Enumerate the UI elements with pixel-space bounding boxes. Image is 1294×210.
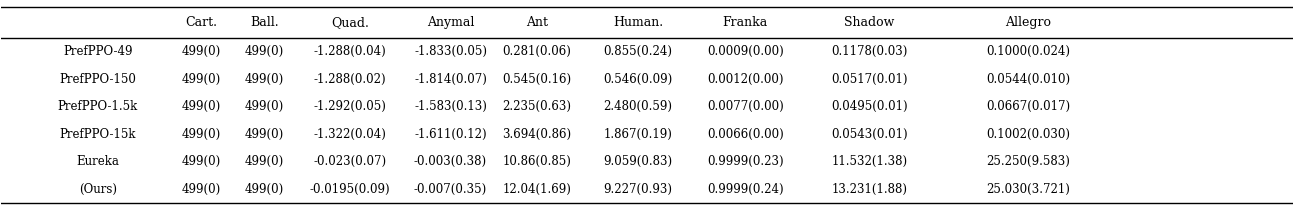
Text: 0.0517(0.01): 0.0517(0.01) [831, 73, 907, 86]
Text: 499(0): 499(0) [245, 73, 283, 86]
Text: 499(0): 499(0) [245, 100, 283, 113]
Text: 0.0544(0.010): 0.0544(0.010) [986, 73, 1070, 86]
Text: 0.0667(0.017): 0.0667(0.017) [986, 100, 1070, 113]
Text: 499(0): 499(0) [245, 45, 283, 58]
Text: -1.833(0.05): -1.833(0.05) [414, 45, 487, 58]
Text: Cart.: Cart. [185, 16, 217, 29]
Text: PrefPPO-150: PrefPPO-150 [60, 73, 136, 86]
Text: 25.030(3.721): 25.030(3.721) [986, 183, 1070, 196]
Text: 0.1178(0.03): 0.1178(0.03) [831, 45, 907, 58]
Text: 1.867(0.19): 1.867(0.19) [603, 128, 673, 141]
Text: PrefPPO-1.5k: PrefPPO-1.5k [57, 100, 137, 113]
Text: 0.9999(0.23): 0.9999(0.23) [707, 155, 784, 168]
Text: -1.583(0.13): -1.583(0.13) [414, 100, 487, 113]
Text: -0.007(0.35): -0.007(0.35) [414, 183, 487, 196]
Text: Allegro: Allegro [1005, 16, 1051, 29]
Text: 499(0): 499(0) [245, 183, 283, 196]
Text: Franka: Franka [722, 16, 767, 29]
Text: 0.855(0.24): 0.855(0.24) [603, 45, 673, 58]
Text: 499(0): 499(0) [245, 155, 283, 168]
Text: 0.0009(0.00): 0.0009(0.00) [707, 45, 784, 58]
Text: 0.546(0.09): 0.546(0.09) [603, 73, 673, 86]
Text: -1.288(0.04): -1.288(0.04) [313, 45, 386, 58]
Text: -1.288(0.02): -1.288(0.02) [313, 73, 386, 86]
Text: Shadow: Shadow [844, 16, 894, 29]
Text: 13.231(1.88): 13.231(1.88) [831, 183, 907, 196]
Text: 0.9999(0.24): 0.9999(0.24) [707, 183, 784, 196]
Text: Anymal: Anymal [427, 16, 474, 29]
Text: 0.545(0.16): 0.545(0.16) [502, 73, 572, 86]
Text: 499(0): 499(0) [181, 128, 221, 141]
Text: -1.292(0.05): -1.292(0.05) [313, 100, 386, 113]
Text: 499(0): 499(0) [181, 155, 221, 168]
Text: Quad.: Quad. [331, 16, 369, 29]
Text: Eureka: Eureka [76, 155, 119, 168]
Text: 499(0): 499(0) [181, 100, 221, 113]
Text: Human.: Human. [613, 16, 663, 29]
Text: 10.86(0.85): 10.86(0.85) [502, 155, 572, 168]
Text: 0.0077(0.00): 0.0077(0.00) [707, 100, 784, 113]
Text: -1.611(0.12): -1.611(0.12) [414, 128, 487, 141]
Text: 3.694(0.86): 3.694(0.86) [502, 128, 572, 141]
Text: 0.0543(0.01): 0.0543(0.01) [831, 128, 907, 141]
Text: 0.0066(0.00): 0.0066(0.00) [707, 128, 784, 141]
Text: 2.235(0.63): 2.235(0.63) [502, 100, 572, 113]
Text: 0.1000(0.024): 0.1000(0.024) [986, 45, 1070, 58]
Text: -0.0195(0.09): -0.0195(0.09) [309, 183, 389, 196]
Text: -1.814(0.07): -1.814(0.07) [414, 73, 487, 86]
Text: 499(0): 499(0) [245, 128, 283, 141]
Text: Ant: Ant [527, 16, 549, 29]
Text: PrefPPO-49: PrefPPO-49 [63, 45, 132, 58]
Text: 499(0): 499(0) [181, 183, 221, 196]
Text: -1.322(0.04): -1.322(0.04) [313, 128, 386, 141]
Text: 11.532(1.38): 11.532(1.38) [831, 155, 907, 168]
Text: -0.003(0.38): -0.003(0.38) [414, 155, 487, 168]
Text: (Ours): (Ours) [79, 183, 116, 196]
Text: 12.04(1.69): 12.04(1.69) [502, 183, 572, 196]
Text: 0.1002(0.030): 0.1002(0.030) [986, 128, 1070, 141]
Text: 9.059(0.83): 9.059(0.83) [603, 155, 673, 168]
Text: 25.250(9.583): 25.250(9.583) [986, 155, 1070, 168]
Text: PrefPPO-15k: PrefPPO-15k [60, 128, 136, 141]
Text: 0.0012(0.00): 0.0012(0.00) [707, 73, 783, 86]
Text: 0.0495(0.01): 0.0495(0.01) [831, 100, 907, 113]
Text: 9.227(0.93): 9.227(0.93) [603, 183, 673, 196]
Text: Ball.: Ball. [250, 16, 278, 29]
Text: 0.281(0.06): 0.281(0.06) [502, 45, 572, 58]
Text: 499(0): 499(0) [181, 45, 221, 58]
Text: 499(0): 499(0) [181, 73, 221, 86]
Text: 2.480(0.59): 2.480(0.59) [603, 100, 673, 113]
Text: -0.023(0.07): -0.023(0.07) [313, 155, 387, 168]
